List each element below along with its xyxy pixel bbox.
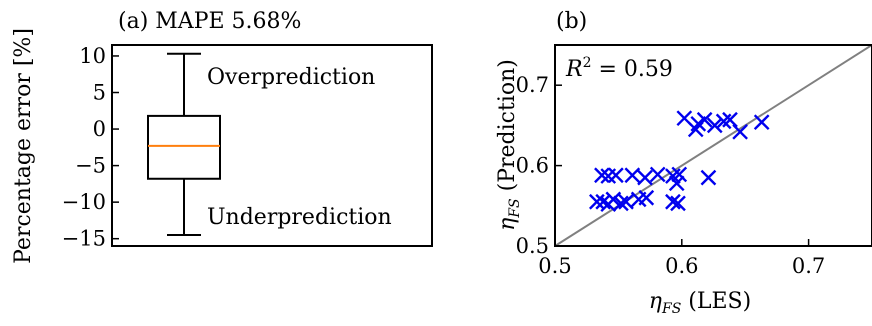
scatter-point [753,114,770,131]
marker-stroke [753,114,770,131]
marker-stroke [700,169,717,186]
panel-b-x-label: ηFS (LES) [649,289,751,317]
x-tick-label: 0.7 [792,254,825,278]
marker-stroke [732,123,748,140]
marker-stroke [595,193,612,210]
y-tick-label: −5 [75,154,106,178]
panel-b: (b) ηFS (Prediction) ηFS (LES) 0.5 0.6 0.7… [495,9,872,317]
marker-stroke [670,195,686,212]
panel-b-y-label: ηFS (Prediction) [495,59,523,231]
reference-line [554,44,872,247]
marker-stroke [608,167,624,184]
scatter-point [624,167,641,184]
scatter-point [649,166,666,183]
scatter-point [706,117,723,134]
x-tick-label: 0.6 [665,254,698,278]
overprediction-label: Overprediction [207,65,375,90]
panel-a-y-axis: 10 5 0 −5 −10 −15 [62,44,119,251]
underprediction-label: Underprediction [207,205,392,230]
scatter-point [605,191,622,208]
y-tick-label: 0.5 [516,234,549,258]
scatter-point [665,193,681,210]
marker-stroke [665,193,681,210]
x-tick-label: 0.5 [538,254,571,278]
panel-b-title: (b) [556,9,587,34]
marker-stroke [594,167,610,184]
marker-stroke [649,166,666,183]
panel-b-frame [554,44,872,247]
marker-stroke [668,175,685,192]
marker-stroke [624,167,641,184]
y-tick-label: 5 [93,81,106,105]
scatter-point [637,169,653,186]
y-tick-label: 0.7 [516,73,549,97]
panel-b-axes: 0.5 0.6 0.7 0.5 0.6 0.7 [516,73,826,278]
scatter-point [608,167,624,184]
scatter-point [618,193,634,210]
marker-stroke [722,111,738,128]
scatter-point [732,123,748,140]
marker-stroke [696,111,713,128]
y-tick-label: 0 [93,117,106,141]
scatter-point [671,166,688,183]
scatter-point [594,167,610,184]
scatter-point [670,195,686,212]
marker-stroke [605,191,622,208]
scatter-point [700,169,717,186]
iqr-box [147,114,221,180]
marker-stroke [706,117,723,134]
panel-a: (a) MAPE 5.68% Percentage error [%] 10 5 0… [11,9,433,264]
panel-a-frame [111,44,433,247]
panel-a-title: (a) MAPE 5.68% [118,9,301,34]
y-tick-label: −15 [62,227,106,251]
scatter-point [613,195,629,212]
scatter-point [722,111,738,128]
scatter-point [696,111,713,128]
marker-stroke [613,195,629,212]
marker-stroke [638,189,655,206]
marker-stroke [671,166,688,183]
y-tick-label: −10 [62,190,106,214]
scatter-points [588,110,770,213]
y-tick-label: 0.6 [516,154,549,178]
boxplot [147,52,221,237]
r-squared-annotation: R2 = 0.59 [565,55,673,82]
marker-stroke [618,193,634,210]
y-tick-label: 10 [79,44,106,68]
scatter-point [668,175,685,192]
panel-a-y-label: Percentage error [%] [11,28,36,264]
marker-stroke [637,169,653,186]
scatter-point [638,189,655,206]
marker-stroke [676,110,693,127]
